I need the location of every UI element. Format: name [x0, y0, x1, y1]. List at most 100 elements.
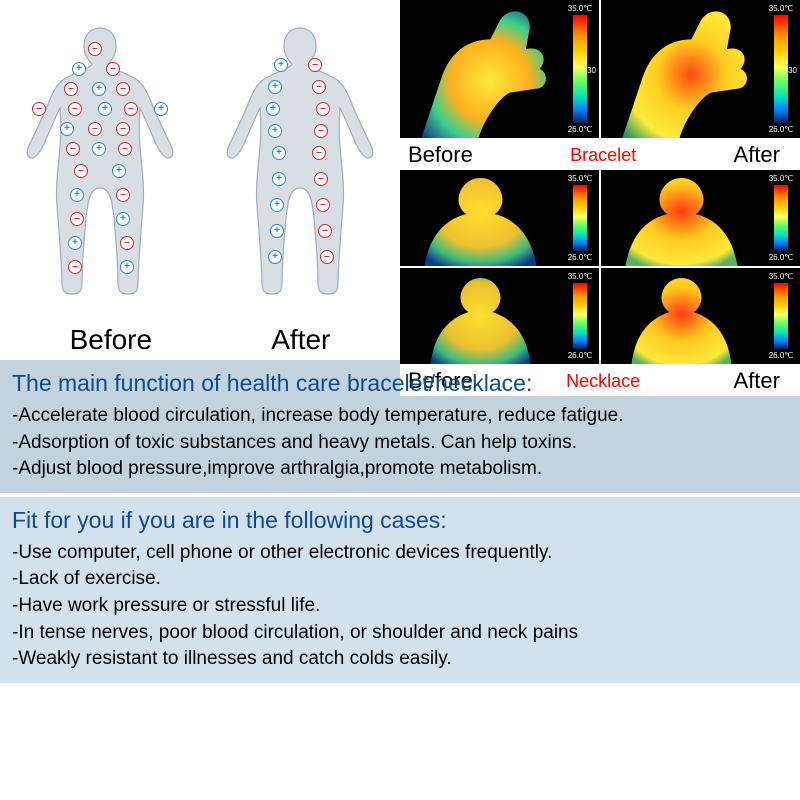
plus-ion-icon: +	[272, 146, 286, 160]
minus-ion-icon: –	[116, 188, 130, 202]
section2-bullet: -In tense nerves, poor blood circulation…	[12, 620, 786, 647]
thermal-after-label: After	[734, 142, 780, 168]
minus-ion-icon: –	[316, 198, 330, 212]
minus-ion-icon: –	[312, 80, 326, 94]
plus-ion-icon: +	[112, 164, 126, 178]
thermal-before-arm: 35.0℃ 30 26.0℃	[400, 0, 599, 138]
minus-ion-icon: –	[316, 102, 330, 116]
minus-ion-icon: –	[68, 260, 82, 274]
minus-ion-icon: –	[312, 146, 326, 160]
section-fit-for-you: Fit for you if you are in the following …	[0, 497, 800, 683]
thermal-row-bracelet: 35.0℃ 30 26.0℃	[400, 0, 800, 170]
thermal-gradient-icon	[774, 185, 788, 251]
body-before: –+––+–––+–++–––+––++––++––+	[20, 24, 180, 304]
thermal-gradient-icon	[573, 15, 587, 123]
minus-ion-icon: –	[68, 102, 82, 116]
scale-min: 26.0℃	[769, 351, 794, 360]
plus-ion-icon: +	[270, 198, 284, 212]
minus-ion-icon: –	[88, 42, 102, 56]
minus-ion-icon: –	[118, 142, 132, 156]
plus-ion-icon: +	[274, 58, 288, 72]
plus-ion-icon: +	[154, 102, 168, 116]
scale-max: 35.0℃	[568, 4, 593, 13]
thermal-back-icon	[400, 268, 561, 364]
scale-mid: 30	[788, 66, 797, 75]
thermal-back-icon	[601, 268, 762, 364]
minus-ion-icon: –	[70, 212, 84, 226]
thermal-torso-icon	[400, 170, 561, 266]
thermal-colorbar: 35.0℃ 26.0℃	[561, 268, 599, 364]
section1-bullet: -Adsorption of toxic substances and heav…	[12, 430, 786, 457]
scale-max: 35.0℃	[568, 272, 593, 281]
thermal-arm-icon	[400, 0, 561, 138]
plus-ion-icon: +	[72, 62, 86, 76]
plus-ion-icon: +	[116, 212, 130, 226]
plus-ion-icon: +	[68, 236, 82, 250]
thermal-colorbar: 35.0℃ 30 26.0℃	[762, 0, 800, 138]
thermal-before-front: 35.0℃ 26.0℃	[400, 170, 599, 266]
body-before-label: Before	[70, 324, 153, 356]
scale-max: 35.0℃	[568, 174, 593, 183]
plus-ion-icon: +	[270, 224, 284, 238]
minus-ion-icon: –	[318, 224, 332, 238]
section2-bullet: -Have work pressure or stressful life.	[12, 593, 786, 620]
minus-ion-icon: –	[74, 164, 88, 178]
minus-ion-icon: –	[106, 62, 120, 76]
plus-ion-icon: +	[98, 102, 112, 116]
thermal-gradient-icon	[573, 283, 587, 349]
thermal-panel: 35.0℃ 30 26.0℃	[400, 0, 800, 360]
body-after: + – + – + – + – + – + – + – + – + –	[220, 24, 380, 304]
thermal-before-back: 35.0℃ 26.0℃	[400, 268, 599, 364]
silhouette-icon	[220, 24, 380, 304]
scale-min: 26.0℃	[769, 253, 794, 262]
scale-mid: 30	[587, 66, 596, 75]
scale-min: 26.0℃	[568, 253, 593, 262]
minus-ion-icon: –	[88, 122, 102, 136]
minus-ion-icon: –	[32, 102, 46, 116]
section2-bullet: -Use computer, cell phone or other elect…	[12, 540, 786, 567]
thermal-before-label: Before	[408, 142, 473, 168]
section2-bullet: -Weakly resistant to illnesses and catch…	[12, 646, 786, 673]
plus-ion-icon: +	[268, 250, 282, 264]
minus-ion-icon: –	[320, 250, 334, 264]
minus-ion-icon: –	[308, 58, 322, 72]
body-after-label: After	[271, 324, 330, 356]
thermal-after-front: 35.0℃ 26.0℃	[601, 170, 800, 266]
top-panel: –+––+–––+–++–––+––++––++––+ +–+–+–+–+–+–…	[0, 0, 800, 360]
plus-ion-icon: +	[70, 188, 84, 202]
plus-ion-icon: +	[268, 124, 282, 138]
section1-bullet: -Adjust blood pressure,improve arthralgi…	[12, 456, 786, 483]
thermal-row-necklace: 35.0℃ 26.0℃	[400, 170, 800, 396]
scale-min: 26.0℃	[568, 125, 593, 134]
thermal-necklace-label: Necklace	[566, 371, 640, 392]
silhouette-icon	[20, 24, 180, 304]
thermal-torso-icon	[601, 170, 762, 266]
plus-ion-icon: +	[266, 102, 280, 116]
minus-ion-icon: –	[116, 82, 130, 96]
thermal-colorbar: 35.0℃ 30 26.0℃	[561, 0, 599, 138]
scale-max: 35.0℃	[769, 4, 794, 13]
minus-ion-icon: –	[66, 142, 80, 156]
minus-ion-icon: –	[314, 172, 328, 186]
thermal-gradient-icon	[774, 15, 788, 123]
minus-ion-icon: –	[314, 124, 328, 138]
plus-ion-icon: +	[60, 122, 74, 136]
plus-ion-icon: +	[120, 260, 134, 274]
scale-min: 26.0℃	[769, 125, 794, 134]
plus-ion-icon: +	[92, 82, 106, 96]
thermal-after-back: 35.0℃ 26.0℃	[601, 268, 800, 364]
minus-ion-icon: –	[124, 102, 138, 116]
thermal-after-label: After	[734, 368, 780, 394]
minus-ion-icon: –	[120, 236, 134, 250]
minus-ion-icon: –	[64, 82, 78, 96]
thermal-gradient-icon	[573, 185, 587, 251]
plus-ion-icon: +	[268, 80, 282, 94]
thermal-colorbar: 35.0℃ 26.0℃	[762, 268, 800, 364]
scale-min: 26.0℃	[568, 351, 593, 360]
scale-max: 35.0℃	[769, 174, 794, 183]
plus-ion-icon: +	[272, 172, 286, 186]
thermal-colorbar: 35.0℃ 26.0℃	[762, 170, 800, 266]
thermal-bracelet-label: Bracelet	[570, 145, 636, 166]
thermal-after-arm: 35.0℃ 30 26.0℃	[601, 0, 800, 138]
scale-max: 35.0℃	[769, 272, 794, 281]
